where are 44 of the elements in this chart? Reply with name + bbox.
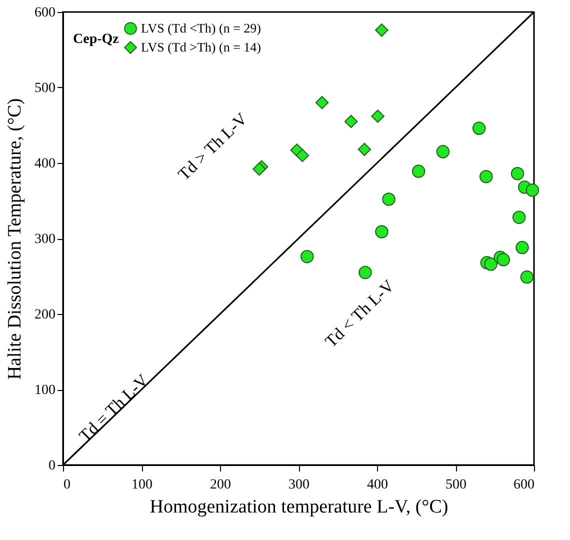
point <box>412 164 426 178</box>
point <box>358 142 372 156</box>
annotation: Td < Th L-V <box>321 276 398 352</box>
point <box>371 110 384 123</box>
y-tick-label: 500 <box>34 81 56 96</box>
point <box>436 145 450 158</box>
point <box>296 148 310 162</box>
y-tick-label: 300 <box>34 232 56 247</box>
x-tick-label: 200 <box>210 478 231 492</box>
y-axis-title: Halite Dissolution Temperature, (°C) <box>4 98 26 380</box>
y-tick-label: 0 <box>48 458 56 474</box>
point <box>520 270 534 284</box>
point <box>516 240 529 254</box>
point <box>375 23 388 37</box>
point <box>526 184 540 197</box>
x-tick-label: 0 <box>64 478 70 492</box>
legend-label: LVS (Td <Th) (n = 29) <box>141 20 261 36</box>
point <box>472 122 486 135</box>
point <box>382 192 396 206</box>
point <box>300 250 314 264</box>
x-tick-label: 500 <box>446 478 466 492</box>
y-tick-label: 600 <box>34 6 56 20</box>
legend-label: LVS (Td >Th) (n = 14) <box>141 40 261 54</box>
point <box>496 253 510 266</box>
annotation: Td > Th L-V <box>174 108 252 184</box>
x-tick-label: 600 <box>514 478 534 492</box>
x-tick-label: 400 <box>367 478 388 492</box>
y-tick-label: 100 <box>34 383 56 398</box>
point <box>479 170 493 184</box>
point <box>358 266 372 280</box>
point <box>252 162 266 176</box>
x-axis-title: Homogenization temperature L-V, (°C) <box>150 496 448 518</box>
y-tick-label: 400 <box>34 156 56 172</box>
legend-title: Cep-Qz <box>73 32 119 47</box>
point <box>512 210 526 224</box>
y-tick-label: 200 <box>34 308 56 322</box>
point <box>315 96 329 110</box>
annotation: Td = Th L-V <box>75 370 152 446</box>
x-tick-label: 300 <box>288 478 310 492</box>
x-tick-label: 100 <box>132 478 152 492</box>
point <box>510 166 524 180</box>
point <box>375 225 388 238</box>
point <box>484 258 498 271</box>
point <box>344 114 358 128</box>
